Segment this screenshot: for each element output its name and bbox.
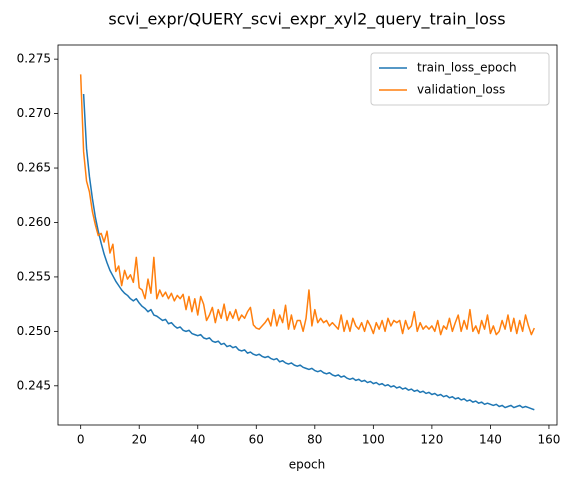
chart-title: scvi_expr/QUERY_scvi_expr_xyl2_query_tra…: [108, 10, 505, 30]
x-tick-label: 80: [307, 433, 322, 447]
x-tick-label: 40: [190, 433, 205, 447]
y-tick-label: 0.275: [17, 52, 51, 66]
y-tick-label: 0.265: [17, 161, 51, 175]
x-axis-label: epoch: [289, 458, 326, 472]
legend-label: train_loss_epoch: [417, 61, 517, 75]
y-tick-label: 0.245: [17, 378, 51, 392]
x-tick-label: 140: [479, 433, 502, 447]
y-tick-label: 0.270: [17, 106, 51, 120]
y-tick-label: 0.255: [17, 269, 51, 283]
plot-frame: [57, 44, 558, 426]
x-tick-label: 0: [77, 433, 85, 447]
x-tick-label: 120: [420, 433, 443, 447]
x-tick-label: 20: [132, 433, 147, 447]
series-line: [82, 93, 535, 411]
series-line: [79, 74, 536, 336]
x-tick-label: 60: [249, 433, 264, 447]
legend-label: validation_loss: [417, 83, 505, 97]
y-tick-label: 0.260: [17, 215, 51, 229]
legend-box: [370, 52, 550, 106]
x-tick-label: 100: [362, 433, 385, 447]
y-tick-label: 0.250: [17, 324, 51, 338]
x-tick-label: 160: [537, 433, 560, 447]
